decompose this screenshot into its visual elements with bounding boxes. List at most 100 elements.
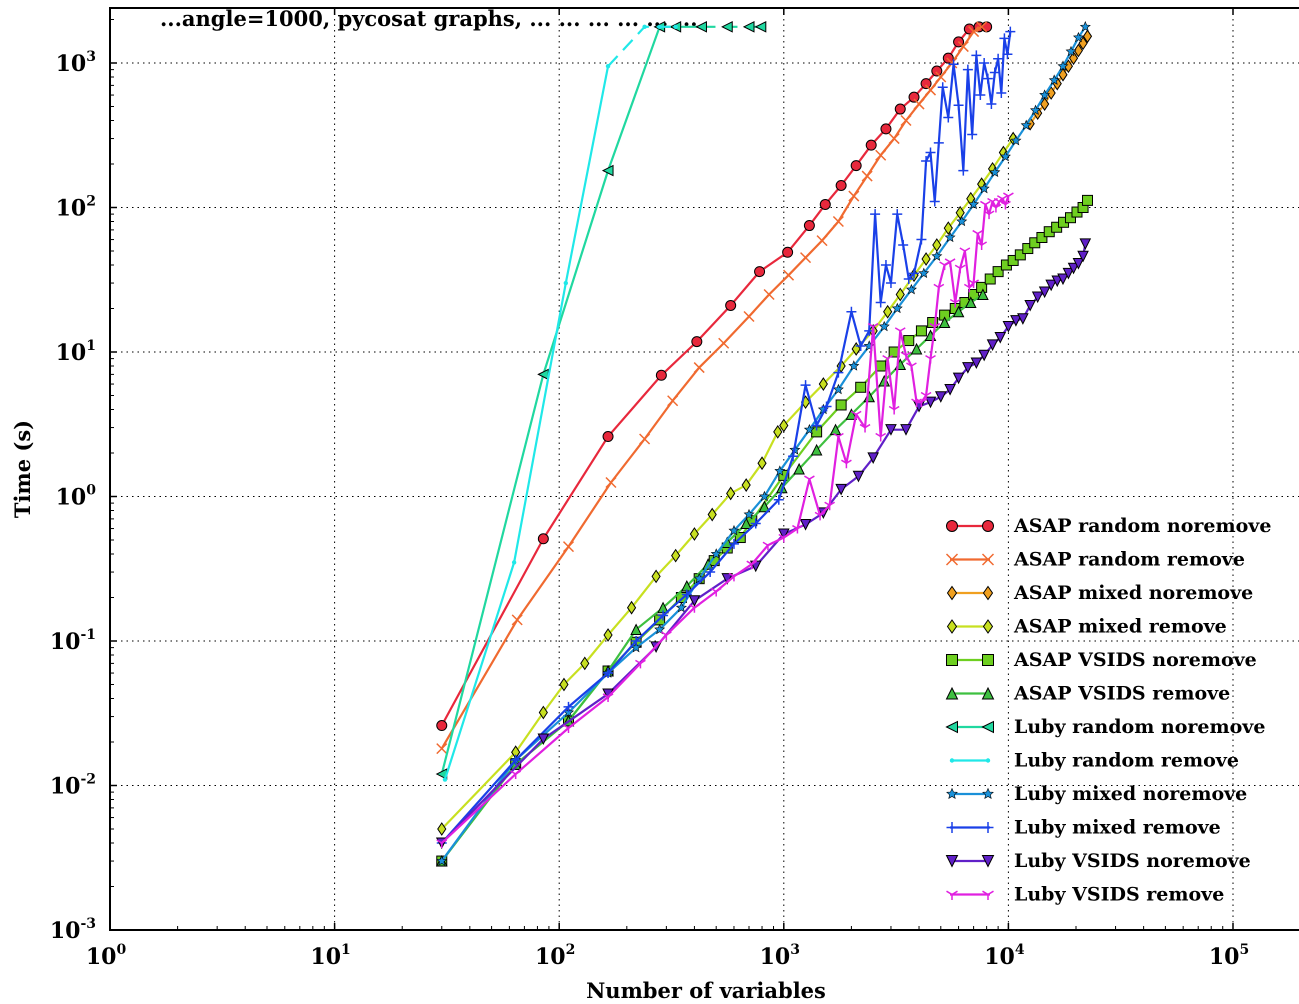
data-point xyxy=(1003,192,1014,202)
data-point xyxy=(931,250,943,261)
data-point xyxy=(859,423,871,433)
data-point xyxy=(924,396,937,409)
data-point xyxy=(743,310,755,323)
x-tick-exp: 2 xyxy=(566,942,576,958)
data-point xyxy=(788,451,799,462)
data-point xyxy=(563,701,574,712)
data-point xyxy=(835,399,847,411)
data-point xyxy=(845,408,858,420)
data-point xyxy=(602,693,614,702)
legend-marker xyxy=(982,619,994,634)
y-tick-exp: 3 xyxy=(86,49,96,65)
legend-marker xyxy=(982,654,994,666)
data-point xyxy=(1063,59,1074,74)
x-tick-label: 102 xyxy=(535,942,575,970)
series-luby-mixed-remove xyxy=(436,26,1016,849)
y-tick-base: 10 xyxy=(50,774,81,800)
data-point xyxy=(929,196,940,207)
data-point xyxy=(934,391,947,403)
legend-marker xyxy=(945,686,959,700)
data-point xyxy=(710,587,722,597)
data-point xyxy=(793,462,805,475)
data-point xyxy=(1064,212,1076,224)
data-point xyxy=(1036,231,1048,243)
data-point xyxy=(975,90,986,101)
data-point xyxy=(792,524,803,534)
data-point xyxy=(894,103,906,115)
data-point xyxy=(742,21,755,33)
data-point xyxy=(750,518,761,529)
series-line xyxy=(440,25,983,750)
legend-label: Luby random remove xyxy=(1014,750,1239,772)
data-point xyxy=(956,215,968,227)
series-asap-random-remove xyxy=(436,21,988,755)
data-point xyxy=(905,283,917,295)
data-point xyxy=(605,64,611,69)
x-tick-exp: 0 xyxy=(116,942,126,958)
data-point xyxy=(933,137,944,148)
data-point xyxy=(1058,67,1068,82)
data-point xyxy=(754,266,766,278)
data-point xyxy=(855,381,867,393)
data-point xyxy=(908,91,920,103)
y-tick-label: 103 xyxy=(56,49,96,77)
legend-item: ASAP mixed remove xyxy=(946,616,1227,638)
data-point xyxy=(726,486,736,501)
data-point xyxy=(925,147,936,158)
data-point xyxy=(1065,45,1077,57)
data-point xyxy=(1073,43,1084,58)
series-line xyxy=(440,31,1012,844)
series-line-dashed xyxy=(607,25,676,67)
data-point xyxy=(900,114,912,127)
y-tick-base: 10 xyxy=(50,918,81,944)
data-point xyxy=(778,533,790,543)
legend-marker xyxy=(946,654,958,666)
data-point xyxy=(952,372,965,385)
x-tick-base: 10 xyxy=(760,944,791,970)
legend-marker xyxy=(945,553,959,566)
data-point xyxy=(948,59,959,70)
y-tick-exp: 2 xyxy=(86,194,96,210)
data-point xyxy=(1000,200,1011,210)
data-point xyxy=(642,24,647,30)
data-point xyxy=(855,341,866,352)
y-tick-base: 10 xyxy=(56,340,87,366)
data-point xyxy=(938,316,951,329)
data-point xyxy=(1014,249,1026,261)
data-point xyxy=(436,855,448,866)
data-point xyxy=(972,229,984,239)
data-point xyxy=(990,203,1002,213)
data-point xyxy=(875,297,886,308)
data-point xyxy=(673,24,678,30)
y-tick-base: 10 xyxy=(56,485,87,511)
data-point xyxy=(436,839,448,849)
data-point xyxy=(955,205,965,220)
grid xyxy=(110,8,1299,930)
data-point xyxy=(782,246,794,258)
data-point xyxy=(437,822,447,836)
data-point xyxy=(903,274,914,285)
data-point xyxy=(436,743,448,755)
data-point xyxy=(655,369,667,381)
data-point xyxy=(925,354,936,364)
data-point xyxy=(758,490,770,502)
data-point xyxy=(635,659,646,669)
data-point xyxy=(964,296,977,309)
data-point xyxy=(979,58,990,68)
data-point xyxy=(976,241,988,251)
data-point xyxy=(981,21,993,33)
data-point xyxy=(865,139,877,151)
data-point xyxy=(942,52,954,64)
data-point xyxy=(1010,134,1022,146)
data-point xyxy=(920,78,932,90)
data-point xyxy=(867,452,879,465)
data-point xyxy=(918,267,930,279)
data-point xyxy=(983,210,995,220)
data-point xyxy=(705,567,716,578)
data-point xyxy=(870,209,881,220)
x-tick-exp: 1 xyxy=(341,942,351,958)
data-point xyxy=(693,362,705,374)
data-point xyxy=(442,777,448,782)
data-point xyxy=(846,306,857,317)
